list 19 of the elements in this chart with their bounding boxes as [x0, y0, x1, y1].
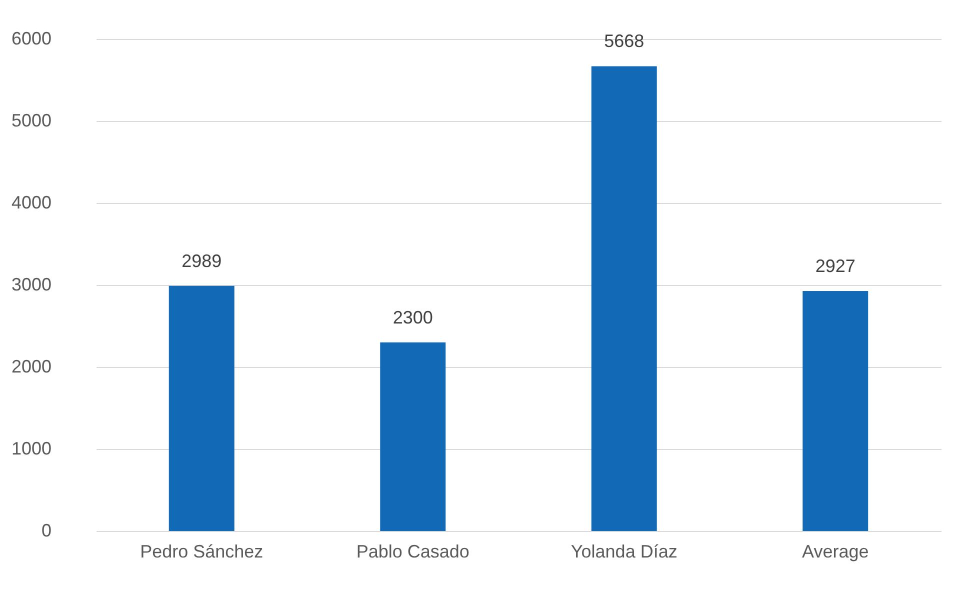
data-label: 2989: [182, 250, 222, 271]
y-tick-label: 4000: [11, 192, 52, 212]
y-tick-label: 3000: [11, 274, 52, 294]
x-tick-label: Yolanda Díaz: [570, 542, 678, 562]
bar: [802, 290, 868, 531]
bar: [591, 66, 657, 531]
x-tick-label: Pedro Sánchez: [140, 542, 264, 562]
bar: [380, 342, 446, 531]
x-tick-label: Average: [802, 542, 869, 562]
data-label: 2927: [815, 256, 856, 276]
y-tick-label: 5000: [11, 110, 52, 130]
x-tick-label: Pablo Casado: [356, 542, 470, 562]
y-tick-label: 0: [41, 520, 52, 540]
y-tick-label: 1000: [11, 438, 52, 458]
data-label: 2300: [392, 307, 433, 328]
data-label: 5668: [604, 31, 644, 52]
y-tick-label: 2000: [11, 356, 52, 376]
bar: [168, 286, 234, 531]
y-tick-label: 6000: [11, 28, 52, 48]
